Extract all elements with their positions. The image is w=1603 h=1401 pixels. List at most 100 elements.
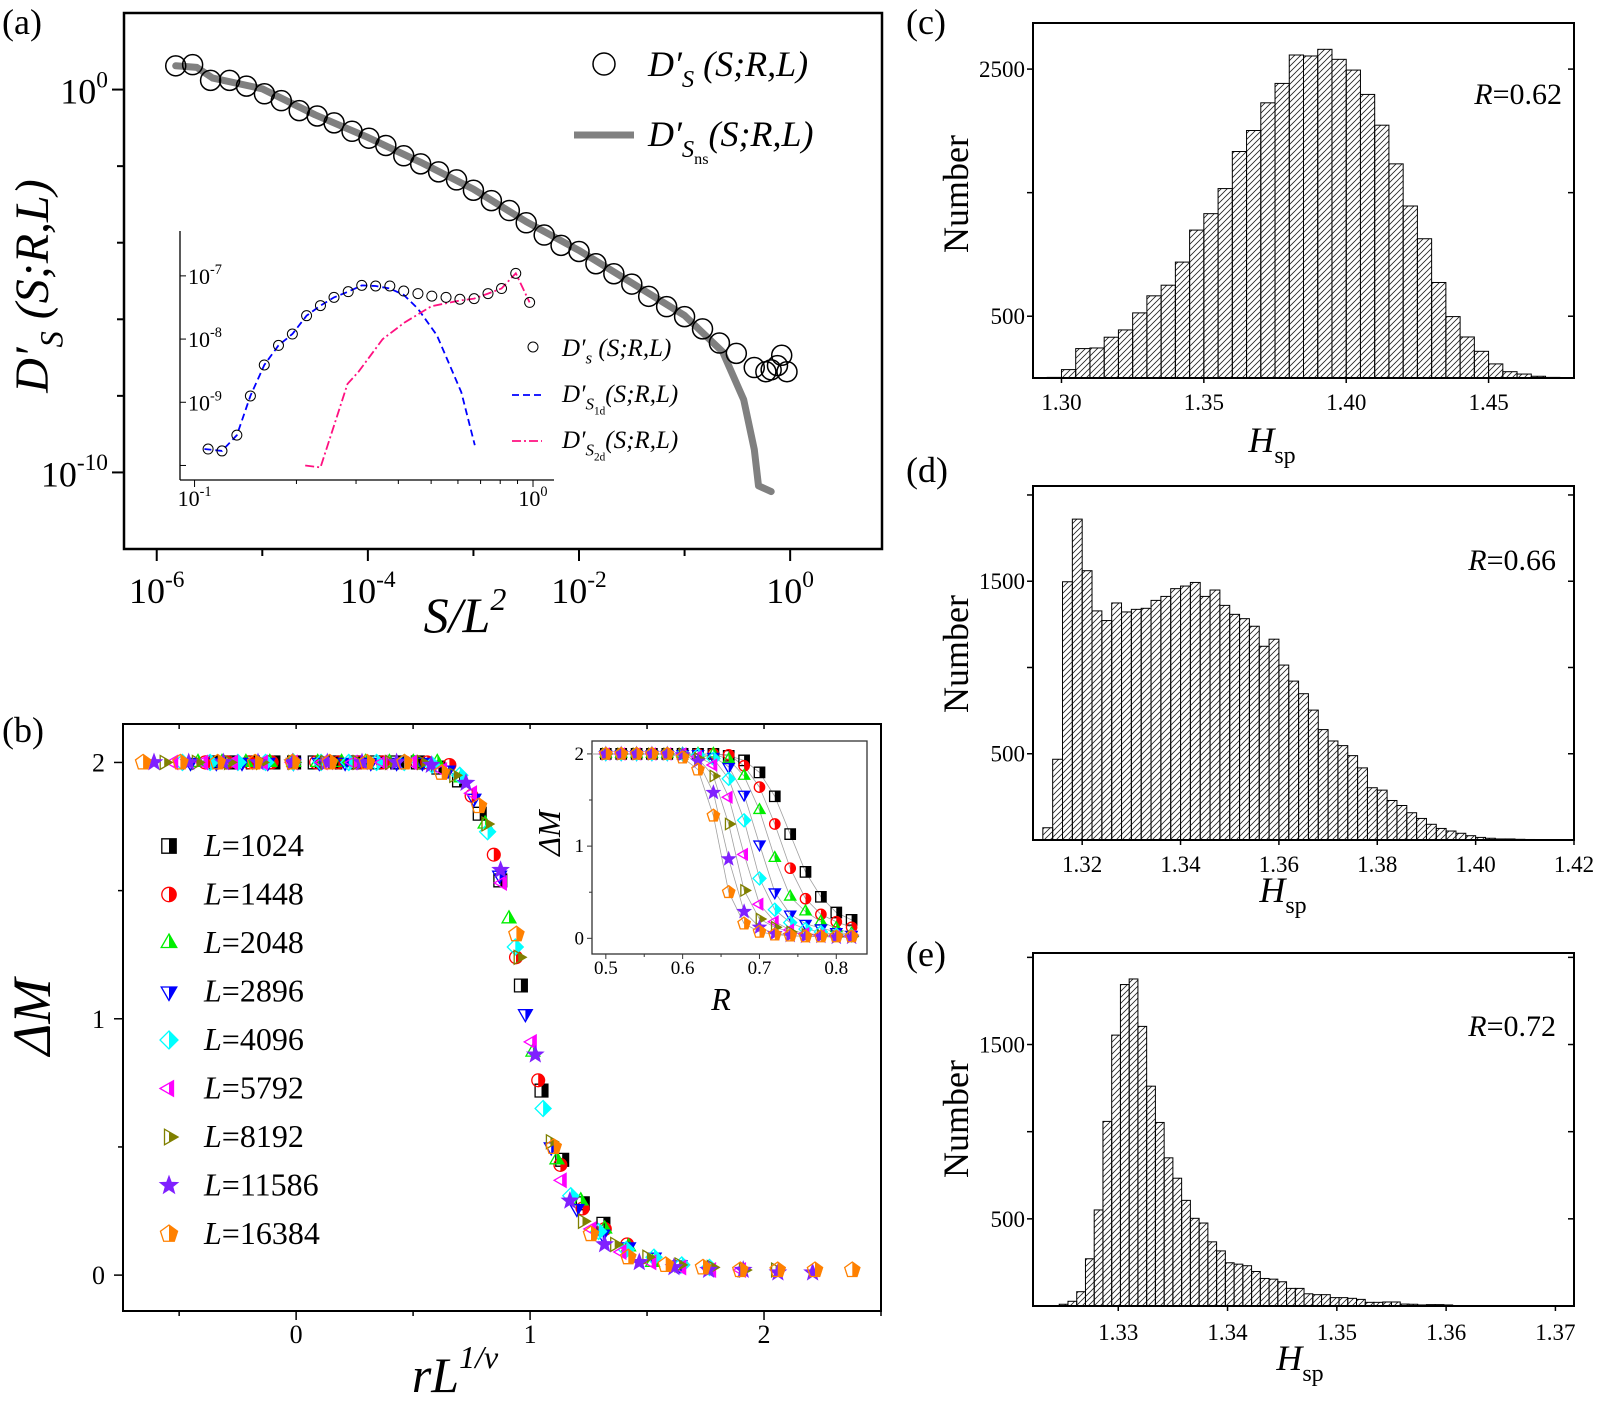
panel-label-a: (a): [2, 2, 42, 42]
legend-label: L=1448: [203, 876, 304, 912]
marker-outline: [724, 817, 737, 831]
x-tick-label: 1.37: [1535, 1320, 1575, 1345]
marker-outline: [783, 910, 797, 923]
histogram-bar: [1298, 693, 1309, 841]
tick-base: 10: [129, 571, 165, 611]
x-tick-label: 1.36: [1426, 1320, 1466, 1345]
histogram-bar: [1337, 745, 1349, 841]
marker-fill: [354, 754, 370, 769]
panel-label-b: (b): [2, 710, 44, 750]
histogram-bar: [1119, 984, 1130, 1307]
inset-x-tick-label: 100: [518, 484, 547, 511]
marker-pentagon: [284, 753, 301, 770]
marker-outline: [767, 914, 779, 929]
inset-data-point: [356, 279, 368, 291]
marker-outline: [158, 1079, 175, 1098]
histogram-bar: [1233, 1263, 1244, 1307]
legend-label-dsns: D′Sns(S;R,L): [647, 114, 814, 168]
data-point-circle: [375, 134, 397, 157]
inset-x-tick-label: 0.5: [594, 958, 618, 979]
inset-legend-label-s2d: D′S2d(S;R,L): [561, 427, 678, 464]
histogram-bar: [1052, 758, 1064, 841]
data-point-circle: [673, 305, 696, 328]
marker-outline: [660, 746, 675, 760]
label-rest: (S;R,L): [694, 44, 808, 84]
marker-star: [720, 850, 737, 866]
marker-outline: [568, 1203, 585, 1218]
x-tick-label: 0: [290, 1320, 303, 1349]
marker-outline: [163, 1128, 180, 1146]
marker-outline: [612, 1243, 627, 1261]
marker-outline: [829, 929, 844, 943]
x-tick-label: 1.42: [1554, 852, 1594, 877]
inset-series-16384: [598, 746, 859, 943]
marker-outline: [752, 924, 767, 938]
marker-pentagon: [134, 753, 152, 770]
legend-label-value: =16384: [222, 1215, 320, 1251]
marker-triangle-up: [500, 909, 518, 924]
marker-outline: [159, 754, 174, 771]
inset-data-point: [216, 445, 228, 457]
histogram-bar: [1163, 1157, 1174, 1307]
annotation-value: =0.72: [1487, 1010, 1556, 1043]
histogram-bar: [1060, 369, 1077, 379]
marker-pentagon: [706, 808, 721, 822]
marker-triangle-down: [160, 986, 178, 1002]
marker-triangle-down: [783, 910, 797, 923]
histogram-bar: [1473, 350, 1490, 379]
histogram-bar: [1260, 102, 1276, 379]
inset-legend-circle: [527, 341, 539, 353]
marker-outline: [736, 903, 753, 919]
marker-fill: [774, 791, 780, 802]
marker-pentagon: [470, 797, 488, 814]
marker-pentagon: [508, 925, 525, 942]
histogram-bar: [1312, 1294, 1323, 1307]
series-16384: [134, 753, 861, 1278]
marker-outline: [721, 762, 736, 775]
marker-fill: [160, 1176, 178, 1193]
marker-fill: [836, 907, 842, 918]
label-rest: (S;R,L): [709, 114, 814, 154]
marker-fill: [376, 754, 385, 771]
marker-outline: [721, 884, 736, 899]
label-base: D′: [647, 44, 683, 84]
histogram-bar: [1329, 1297, 1340, 1307]
histogram-bar: [1425, 823, 1437, 841]
marker-outline: [709, 769, 722, 783]
data-point-circle: [621, 273, 643, 295]
marker-circle: [768, 818, 781, 830]
marker-triangle-up: [737, 768, 751, 780]
histogram-bar: [1277, 1281, 1288, 1307]
annotation-r-value: R=0.66: [1467, 544, 1556, 577]
legend-label-value: =1024: [222, 827, 304, 863]
marker-pentagon: [691, 762, 705, 776]
marker-square: [768, 790, 781, 803]
data-point-circle: [585, 253, 607, 275]
marker-outline: [396, 753, 413, 770]
marker-outline: [753, 781, 766, 793]
annotation-value: =0.62: [1493, 78, 1562, 111]
marker-pentagon: [675, 750, 690, 764]
marker-outline: [731, 1261, 749, 1278]
inset-data-point: [244, 390, 256, 402]
plot-frame: [122, 11, 884, 551]
x-axis-label-base: rL: [412, 1347, 459, 1401]
label-rest: (S;R,L): [605, 381, 678, 408]
y-tick-label: 500: [991, 1207, 1026, 1232]
marker-outline: [768, 818, 781, 830]
marker-fill: [804, 1264, 821, 1280]
marker-outline: [582, 1225, 600, 1242]
histogram-bar: [1359, 93, 1376, 379]
marker-star: [387, 752, 406, 771]
marker-fill: [458, 775, 474, 790]
data-point-circle: [427, 161, 450, 183]
marker-outline: [545, 1133, 560, 1150]
data-point-circle: [637, 285, 660, 308]
tick-exponent: -9: [210, 388, 222, 404]
marker-outline: [513, 949, 528, 966]
marker-pentagon: [629, 746, 644, 760]
legend-label-value: =11586: [222, 1167, 319, 1203]
x-tick-label: 10-4: [340, 567, 396, 611]
marker-outline: [500, 909, 518, 924]
marker-outline: [752, 870, 767, 886]
